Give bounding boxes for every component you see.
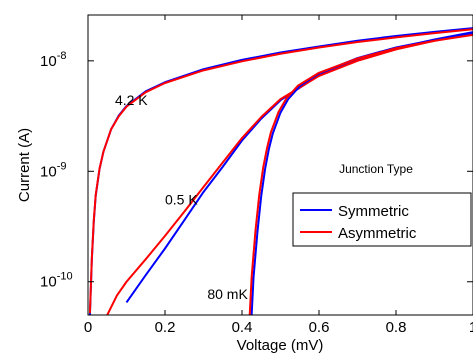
legend-label-symmetric: Symmetric bbox=[338, 203, 409, 220]
x-axis-ticks: 0 0.2 0.4 0.6 0.8 1 bbox=[84, 15, 473, 336]
x-axis-label: Voltage (mV) bbox=[237, 337, 324, 354]
y-tick-label: 10-10 bbox=[40, 271, 73, 291]
series-line-80-mk-asymmetric bbox=[248, 33, 473, 315]
y-axis-ticks: 10-10 10-9 10-8 bbox=[40, 50, 473, 291]
legend-title: Junction Type bbox=[339, 162, 413, 176]
y-axis-label: Current (A) bbox=[16, 128, 33, 202]
x-tick-label: 0 bbox=[84, 319, 92, 336]
plot-frame bbox=[87, 14, 473, 316]
series-line-0-5-k-asymmetric bbox=[106, 32, 473, 315]
x-tick-label: 0.2 bbox=[155, 319, 176, 336]
x-tick-label: 0.6 bbox=[309, 319, 330, 336]
y-tick-label: 10-9 bbox=[40, 160, 66, 180]
series-layer bbox=[88, 27, 473, 315]
legend: Junction Type Symmetric Asymmetric bbox=[292, 162, 472, 247]
legend-label-asymmetric: Asymmetric bbox=[338, 225, 417, 242]
legend-box bbox=[292, 192, 472, 247]
annotations-layer: 4.2 K 0.5 K 80 mK bbox=[115, 92, 249, 302]
annotation-label: 0.5 K bbox=[165, 192, 198, 208]
annotation-label: 80 mK bbox=[207, 286, 248, 302]
x-tick-label: 0.8 bbox=[386, 319, 407, 336]
plot-background bbox=[88, 15, 473, 315]
series-line-4-2-k-asymmetric bbox=[88, 28, 473, 314]
annotation-label: 4.2 K bbox=[115, 92, 148, 108]
y-tick-label: 10-8 bbox=[40, 50, 66, 70]
x-tick-label: 0.4 bbox=[232, 319, 253, 336]
x-tick-label: 1 bbox=[469, 319, 473, 336]
